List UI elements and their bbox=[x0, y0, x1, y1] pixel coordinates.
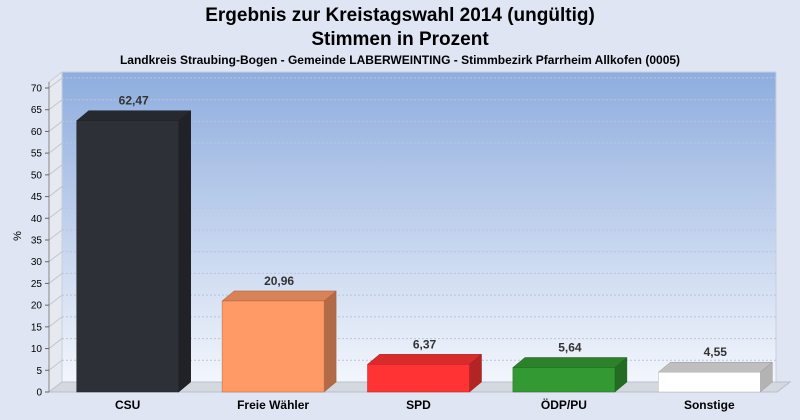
data-label: 62,47 bbox=[119, 94, 149, 108]
bar-side bbox=[178, 110, 191, 393]
y-tick-label: 30 bbox=[31, 257, 43, 268]
grid-line-side bbox=[48, 207, 63, 219]
chart-title: Ergebnis zur Kreistagswahl 2014 (ungülti… bbox=[0, 4, 800, 52]
grid-line-side bbox=[48, 273, 63, 284]
bar-side bbox=[323, 290, 337, 393]
y-tick-label: 5 bbox=[36, 366, 42, 377]
x-tick-label: CSU bbox=[115, 398, 140, 412]
y-tick-label: 25 bbox=[31, 279, 43, 290]
x-tick-label: SPD bbox=[406, 398, 431, 412]
grid-line-side bbox=[48, 121, 63, 132]
bar-top bbox=[366, 354, 483, 365]
bar-top bbox=[221, 290, 337, 302]
y-tick-label: 40 bbox=[31, 214, 43, 225]
bar-Sonstige: 4,55 bbox=[657, 345, 773, 393]
bar-top bbox=[657, 361, 773, 373]
bar bbox=[512, 367, 616, 393]
y-axis-label: % bbox=[12, 231, 24, 241]
y-tick-label: 45 bbox=[31, 192, 43, 203]
bars: 62,47 20,96 6,37 5,64 4,55 bbox=[76, 94, 773, 393]
bar bbox=[367, 364, 470, 393]
y-tick-label: 10 bbox=[31, 344, 43, 355]
bar bbox=[76, 120, 179, 393]
bar-Freie Wähler: 20,96 bbox=[221, 274, 337, 393]
x-tick-label: Sonstige bbox=[684, 398, 735, 412]
chart-title-line1: Ergebnis zur Kreistagswahl 2014 (ungülti… bbox=[205, 5, 595, 26]
x-axis: CSU Freie Wähler SPD ÖDP/PU Sonstige bbox=[115, 397, 735, 412]
y-tick-label: 55 bbox=[31, 149, 43, 160]
y-tick-label: 65 bbox=[31, 105, 43, 116]
grid-lines bbox=[48, 77, 776, 393]
bar-top bbox=[76, 110, 192, 121]
grid-line-side bbox=[48, 186, 63, 197]
grid-line-side bbox=[48, 294, 63, 306]
chart-subtitle: Landkreis Straubing-Bogen - Gemeinde LAB… bbox=[119, 53, 681, 67]
grid-line-side bbox=[48, 338, 63, 349]
bar-top bbox=[512, 357, 628, 368]
x-tick-label: Freie Wähler bbox=[237, 398, 309, 412]
grid-line-side bbox=[48, 142, 63, 154]
y-tick-label: 60 bbox=[31, 127, 43, 138]
data-label: 5,64 bbox=[558, 341, 582, 355]
y-tick-label: 20 bbox=[31, 301, 43, 312]
bar bbox=[221, 300, 325, 393]
x-tick-label: ÖDP/PU bbox=[541, 397, 587, 412]
grid-line-side bbox=[48, 164, 63, 176]
bar bbox=[658, 371, 761, 393]
chart-title-line2: Stimmen in Prozent bbox=[311, 29, 489, 50]
grid-line-side bbox=[48, 99, 63, 111]
data-label: 6,37 bbox=[413, 337, 437, 351]
grid-line-side bbox=[48, 359, 63, 371]
y-tick-label: 15 bbox=[31, 322, 43, 333]
bar-SPD: 6,37 bbox=[366, 337, 483, 393]
data-label: 20,96 bbox=[264, 274, 294, 288]
data-label: 4,55 bbox=[704, 345, 728, 359]
bar-ÖDP/PU: 5,64 bbox=[512, 341, 628, 393]
grid-line-side bbox=[48, 381, 63, 393]
y-tick-label: 70 bbox=[31, 84, 43, 95]
grid-line-side bbox=[48, 77, 63, 89]
grid-line-side bbox=[48, 229, 63, 241]
y-tick-label: 50 bbox=[31, 170, 43, 181]
y-tick-label: 0 bbox=[36, 388, 42, 399]
grid-line-side bbox=[48, 251, 63, 263]
bar-CSU: 62,47 bbox=[76, 94, 192, 393]
y-axis: 0 5 10 15 20 25 30 35 40 45 50 55 60 65 70 bbox=[31, 82, 50, 399]
y-tick-label: 35 bbox=[31, 236, 43, 247]
grid-line-side bbox=[48, 316, 63, 328]
